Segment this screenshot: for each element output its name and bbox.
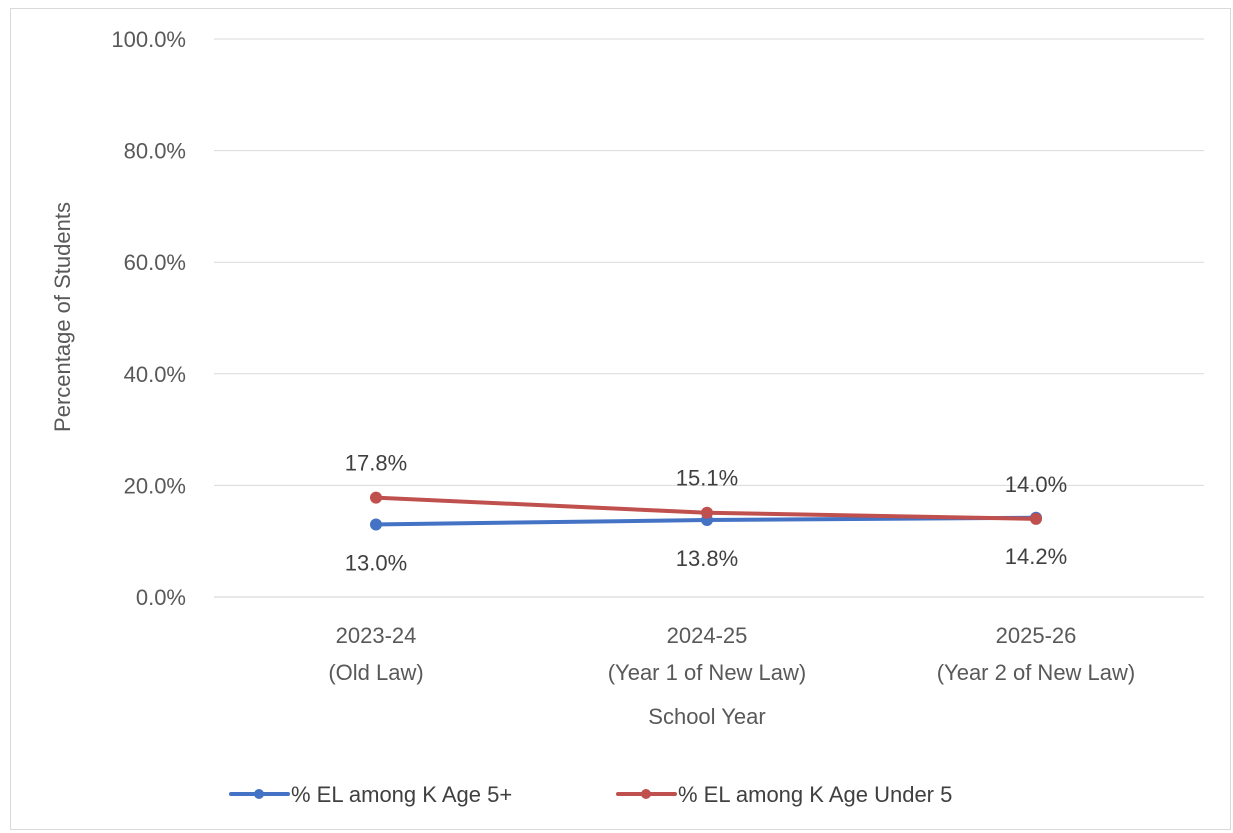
x-tick-label: 2023-24	[336, 623, 417, 648]
data-point	[370, 518, 382, 531]
x-tick-label: (Year 2 of New Law)	[937, 660, 1136, 685]
data-label: 14.2%	[1005, 544, 1067, 569]
legend-label: % EL among K Age 5+	[291, 782, 512, 807]
y-tick-label: 0.0%	[136, 585, 186, 610]
y-tick-label: 40.0%	[124, 362, 186, 387]
y-tick-label: 60.0%	[124, 250, 186, 275]
series	[370, 491, 1042, 531]
y-tick-label: 80.0%	[124, 139, 186, 164]
y-tick-label: 100.0%	[111, 27, 186, 52]
y-tick-label: 20.0%	[124, 473, 186, 498]
legend: % EL among K Age 5+ % EL among K Age Unde…	[229, 782, 952, 807]
x-axis-ticks: 2023-24 (Old Law) 2024-25 (Year 1 of New La…	[328, 623, 1135, 685]
x-tick-label: 2025-26	[996, 623, 1077, 648]
legend-label: % EL among K Age Under 5	[678, 782, 952, 807]
x-tick-label: (Year 1 of New Law)	[608, 660, 807, 685]
chart-frame	[10, 8, 1231, 830]
y-axis-ticks: 0.0% 20.0% 40.0% 60.0% 80.0% 100.0%	[111, 27, 186, 610]
data-point	[370, 491, 382, 504]
y-axis-title: Percentage of Students	[50, 202, 75, 432]
data-point	[1030, 512, 1042, 525]
data-labels: 13.0% 13.8% 14.2% 17.8% 15.1% 14.0%	[345, 451, 1067, 576]
data-point	[701, 506, 713, 519]
gridlines	[214, 38, 1204, 598]
legend-marker	[641, 789, 651, 799]
legend-marker	[254, 789, 264, 799]
data-label: 13.0%	[345, 550, 407, 575]
x-tick-label: (Old Law)	[328, 660, 423, 685]
data-label: 17.8%	[345, 451, 407, 476]
x-axis-title: School Year	[648, 704, 765, 729]
x-tick-label: 2024-25	[667, 623, 748, 648]
data-label: 14.0%	[1005, 472, 1067, 497]
data-label: 15.1%	[676, 466, 738, 491]
data-label: 13.8%	[676, 546, 738, 571]
